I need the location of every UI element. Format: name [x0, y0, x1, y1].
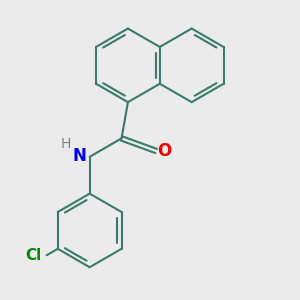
Text: Cl: Cl — [26, 248, 42, 263]
Text: H: H — [60, 137, 70, 151]
Text: O: O — [157, 142, 171, 160]
Text: N: N — [72, 147, 86, 165]
